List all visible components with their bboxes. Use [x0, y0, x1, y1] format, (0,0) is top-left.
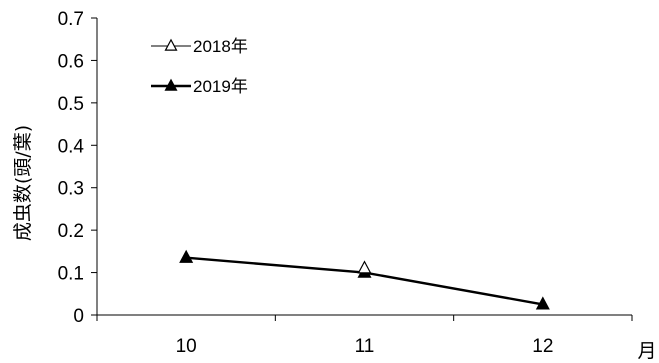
data-point [357, 260, 372, 274]
y-axis-title: 成虫数(頭/葉) [12, 125, 34, 241]
data-point [535, 296, 550, 310]
y-tick-label: 0.5 [58, 94, 84, 115]
axes [96, 18, 632, 316]
legend: 2018年 2019年 [151, 37, 248, 96]
y-tick-label: 0.3 [58, 179, 84, 200]
y-tick-label: 0.2 [58, 221, 84, 242]
y-ticks: 0 0.1 0.2 0.3 0.4 0.5 0.6 0.7 [58, 9, 97, 327]
y-tick-label: 0.6 [58, 51, 84, 72]
x-tick-label: 12 [532, 336, 553, 357]
data-point [179, 249, 194, 263]
legend-marker [164, 78, 178, 91]
x-tick-label: 11 [355, 336, 375, 357]
series-layer [179, 249, 550, 310]
y-tick-label: 0.7 [58, 9, 84, 30]
legend-marker [164, 38, 178, 51]
y-tick-label: 0.1 [58, 264, 84, 285]
y-tick-label: 0 [73, 306, 84, 327]
legend-label: 2018年 [193, 37, 248, 56]
x-axis-title: 月 [637, 340, 656, 362]
legend-label: 2019年 [193, 77, 248, 96]
x-tick-label: 10 [176, 336, 197, 357]
x-ticks: 10 11 12 [96, 315, 633, 357]
y-tick-label: 0.4 [58, 136, 85, 157]
